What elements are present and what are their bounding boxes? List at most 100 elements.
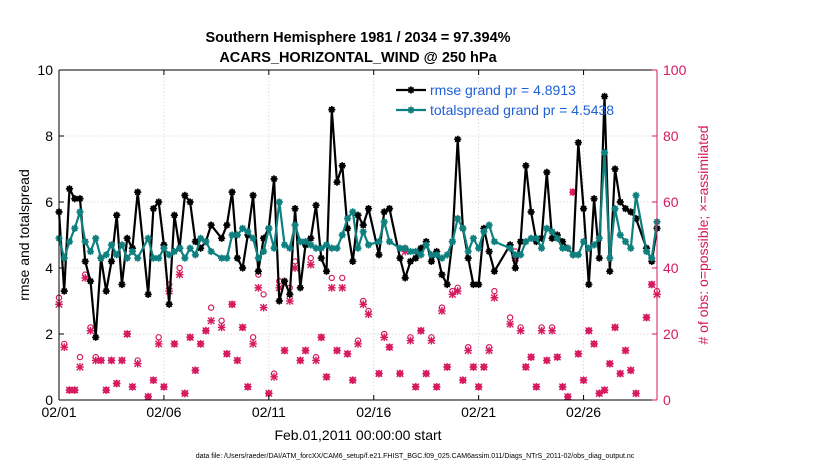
obs-assimilated-point-100 (611, 323, 619, 332)
obs-assimilated-point-19 (160, 382, 168, 391)
obs-assimilated-point-26 (196, 340, 205, 348)
totalspread-point-53 (343, 214, 352, 223)
rmse-point-93 (574, 139, 582, 147)
legend-marker-rmse (407, 86, 415, 94)
obs-assimilated-point-46 (306, 260, 315, 269)
y-right-tick-label-1: 20 (663, 326, 679, 342)
y-right-tick-label-4: 80 (663, 128, 679, 144)
x-tick-label-1: 02/06 (146, 404, 181, 420)
obs-assimilated-point-32 (233, 356, 242, 365)
totalspread-point-68 (433, 251, 441, 259)
rmse-point-43 (291, 205, 299, 213)
obs-assimilated-point-79 (490, 293, 499, 302)
obs-assimilated-point-102 (621, 346, 630, 355)
totalspread-point-20 (165, 251, 173, 259)
rmse-point-90 (558, 238, 567, 246)
obs-possible-point-35 (249, 334, 257, 341)
obs-possible-point-28 (207, 304, 215, 311)
totalspread-point-10 (107, 241, 116, 249)
totalspread-point-39 (270, 244, 278, 252)
rmse-point-95 (585, 280, 593, 289)
obs-assimilated-point-80 (506, 320, 514, 328)
totalspread-point-72 (454, 214, 462, 223)
rmse-point-40 (275, 297, 283, 305)
obs-assimilated-point-4 (76, 363, 84, 371)
obs-assimilated-point-70 (443, 363, 452, 371)
totalspread-point-60 (385, 238, 394, 246)
rmse-point-29 (218, 234, 226, 242)
totalspread-point-45 (301, 238, 310, 246)
rmse-point-5 (81, 257, 89, 265)
rmse-point-49 (322, 267, 331, 275)
y-left-tick-label-0: 0 (45, 392, 53, 408)
totalspread-point-1 (60, 254, 68, 262)
y-left-tick-label-5: 10 (37, 62, 53, 78)
totalspread-point-100 (611, 205, 619, 213)
rmse-point-10 (107, 257, 116, 265)
obs-assimilated-point-17 (149, 376, 158, 385)
y-axis-label-right: # of obs: o=possible; ×=assimilated (695, 125, 711, 344)
obs-assimilated-point-30 (223, 349, 231, 358)
legend-label-rmse: rmse grand pr = 4.8913 (430, 82, 576, 98)
totalspread-point-48 (317, 244, 325, 252)
rmse-point-55 (354, 211, 362, 219)
rmse-point-74 (464, 254, 472, 262)
totalspread-point-3 (71, 224, 79, 232)
rmse-point-35 (249, 191, 257, 199)
x-tick-label-3: 02/16 (356, 404, 391, 420)
rmse-point-62 (401, 274, 409, 282)
obs-assimilated-point-54 (348, 376, 357, 385)
totalspread-point-105 (642, 247, 651, 256)
totalspread-point-38 (265, 224, 273, 232)
obs-assimilated-point-60 (385, 343, 394, 352)
totalspread-point-55 (354, 244, 362, 252)
obs-assimilated-point-33 (238, 323, 247, 332)
totalspread-point-82 (517, 251, 525, 259)
rmse-point-9 (102, 287, 110, 295)
obs-possible-point-29 (218, 317, 225, 324)
rmse-point-4 (76, 195, 84, 203)
obs-assimilated-point-9 (102, 386, 111, 394)
rmse-point-78 (485, 247, 493, 256)
obs-assimilated-point-103 (626, 366, 635, 375)
totalspread-point-98 (600, 148, 609, 157)
rmse-point-6 (86, 277, 95, 285)
rmse-point-67 (427, 257, 436, 265)
rmse-point-100 (611, 165, 619, 173)
obs-assimilated-point-16 (144, 392, 153, 401)
obs-assimilated-point-31 (228, 300, 236, 309)
totalspread-point-78 (485, 221, 493, 229)
totalspread-point-54 (349, 208, 357, 216)
obs-assimilated-point-55 (354, 340, 362, 348)
obs-assimilated-point-77 (480, 363, 488, 371)
totalspread-point-77 (480, 228, 488, 236)
totalspread-point-12 (118, 241, 126, 249)
rmse-point-21 (170, 211, 179, 219)
rmse-point-16 (144, 290, 152, 298)
totalspread-point-62 (401, 244, 409, 252)
legend-label-totalspread: totalspread grand pr = 4.5438 (430, 102, 614, 118)
totalspread-point-65 (417, 251, 425, 259)
totalspread-point-64 (412, 247, 420, 256)
obs-assimilated-point-37 (259, 303, 268, 312)
obs-assimilated-point-106 (647, 280, 656, 289)
totalspread-point-42 (286, 244, 294, 252)
totalspread-point-95 (585, 244, 593, 252)
rmse-point-79 (490, 267, 498, 275)
obs-assimilated-point-34 (244, 382, 252, 391)
obs-assimilated-point-64 (411, 382, 420, 391)
rmse-point-69 (438, 271, 446, 279)
obs-assimilated-point-67 (427, 336, 436, 345)
tick-labels: 02/01 02/06 02/11 02/16 02/21 02/260246810020… (37, 62, 686, 420)
totalspread-point-66 (422, 241, 430, 249)
totalspread-point-49 (322, 241, 331, 249)
rmse-point-2 (65, 185, 74, 193)
totalspread-point-28 (207, 247, 215, 256)
y-right-tick-label-5: 100 (663, 62, 687, 78)
obs-possible-point-80 (506, 314, 514, 321)
legend-marker-totalspread (407, 106, 415, 114)
rmse-point-94 (579, 205, 588, 213)
rmse-point-70 (443, 280, 451, 289)
obs-assimilated-point-35 (249, 340, 257, 348)
